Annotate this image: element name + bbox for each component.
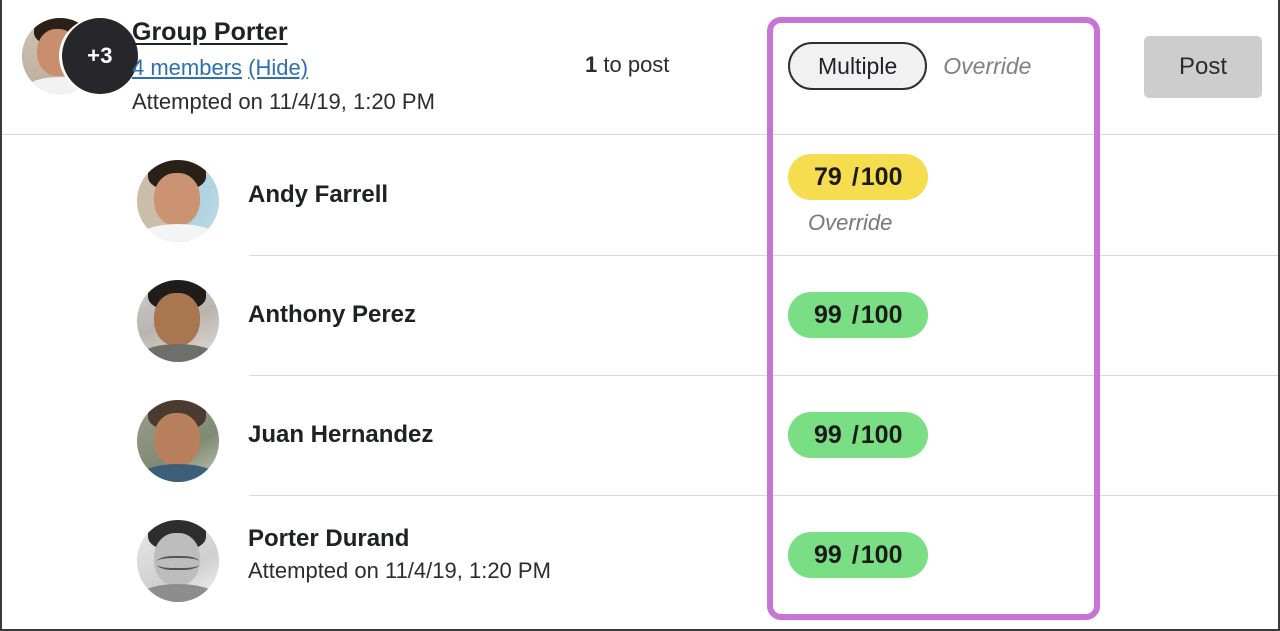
toggle-option-multiple[interactable]: Multiple (788, 42, 928, 90)
avatar (137, 520, 219, 602)
student-info: Juan Hernandez (248, 375, 433, 495)
student-info: Porter Durand Attempted on 11/4/19, 1:20… (248, 495, 551, 615)
group-header-text: Group Porter 4 members (Hide) Attempted … (132, 16, 435, 118)
score-pill[interactable]: 79 /100 (788, 154, 929, 200)
score-pill[interactable]: 99 /100 (788, 292, 929, 338)
score-separator: / (851, 301, 859, 329)
glasses-icon (156, 556, 200, 570)
student-name: Anthony Perez (248, 301, 417, 328)
group-avatar-extra-count: +3 (62, 18, 138, 94)
table-row: Anthony Perez 99 /100 (2, 255, 1278, 375)
score-total: 100 (860, 163, 903, 191)
avatar (137, 400, 219, 482)
score-total: 100 (860, 301, 903, 329)
avatar (137, 160, 219, 242)
to-post-count: 1 (585, 52, 598, 77)
score-pill[interactable]: 99 /100 (788, 532, 929, 578)
members-line: 4 members (Hide) (132, 52, 435, 84)
student-name: Juan Hernandez (248, 421, 434, 448)
score-cell: 79 /100 Override (788, 135, 929, 255)
student-info: Andy Farrell (248, 135, 388, 255)
hide-members-link[interactable]: (Hide) (248, 55, 309, 80)
override-link[interactable]: Override (808, 210, 893, 235)
toggle-option-override[interactable]: Override (943, 52, 1032, 79)
student-name: Andy Farrell (248, 181, 389, 208)
student-attempt-timestamp: Attempted on 11/4/19, 1:20 PM (248, 558, 551, 583)
student-list: Andy Farrell 79/100 Override Anthony Per… (2, 135, 1278, 615)
student-info: Anthony Perez (248, 255, 416, 375)
group-title-link[interactable]: Group Porter (132, 18, 288, 46)
student-name: Porter Durand (248, 525, 410, 552)
score-value: 99 (814, 301, 842, 329)
score-separator: / (851, 163, 859, 191)
score-total: 100 (860, 541, 903, 569)
score-value: 99 (814, 541, 842, 569)
grade-mode-toggle: Multiple Override (788, 42, 1031, 90)
score-cell: 99 /100 (788, 375, 929, 495)
score-cell: 99 /100 (788, 495, 929, 615)
table-row: Porter Durand Attempted on 11/4/19, 1:20… (2, 495, 1278, 615)
score-pill[interactable]: 99 /100 (788, 412, 929, 458)
group-header: +3 Group Porter 4 members (Hide) Attempt… (2, 0, 1278, 135)
to-post-label: to post (603, 52, 670, 77)
score-value: 79 (814, 163, 842, 191)
table-row: Juan Hernandez 99 /100 (2, 375, 1278, 495)
group-attempt-timestamp: Attempted on 11/4/19, 1:20 PM (132, 89, 435, 114)
table-row: Andy Farrell 79 /100 Override (2, 135, 1278, 255)
score-separator: / (851, 421, 859, 449)
score-total: 100 (860, 421, 903, 449)
to-post-status: 1 to post (585, 52, 669, 78)
score-separator: / (851, 541, 859, 569)
post-button[interactable]: Post (1144, 36, 1262, 98)
avatar (137, 280, 219, 362)
score-value: 99 (814, 421, 842, 449)
members-count-link[interactable]: 4 members (132, 55, 243, 80)
group-avatar: +3 (22, 18, 138, 94)
score-cell: 99 /100 (788, 255, 929, 375)
